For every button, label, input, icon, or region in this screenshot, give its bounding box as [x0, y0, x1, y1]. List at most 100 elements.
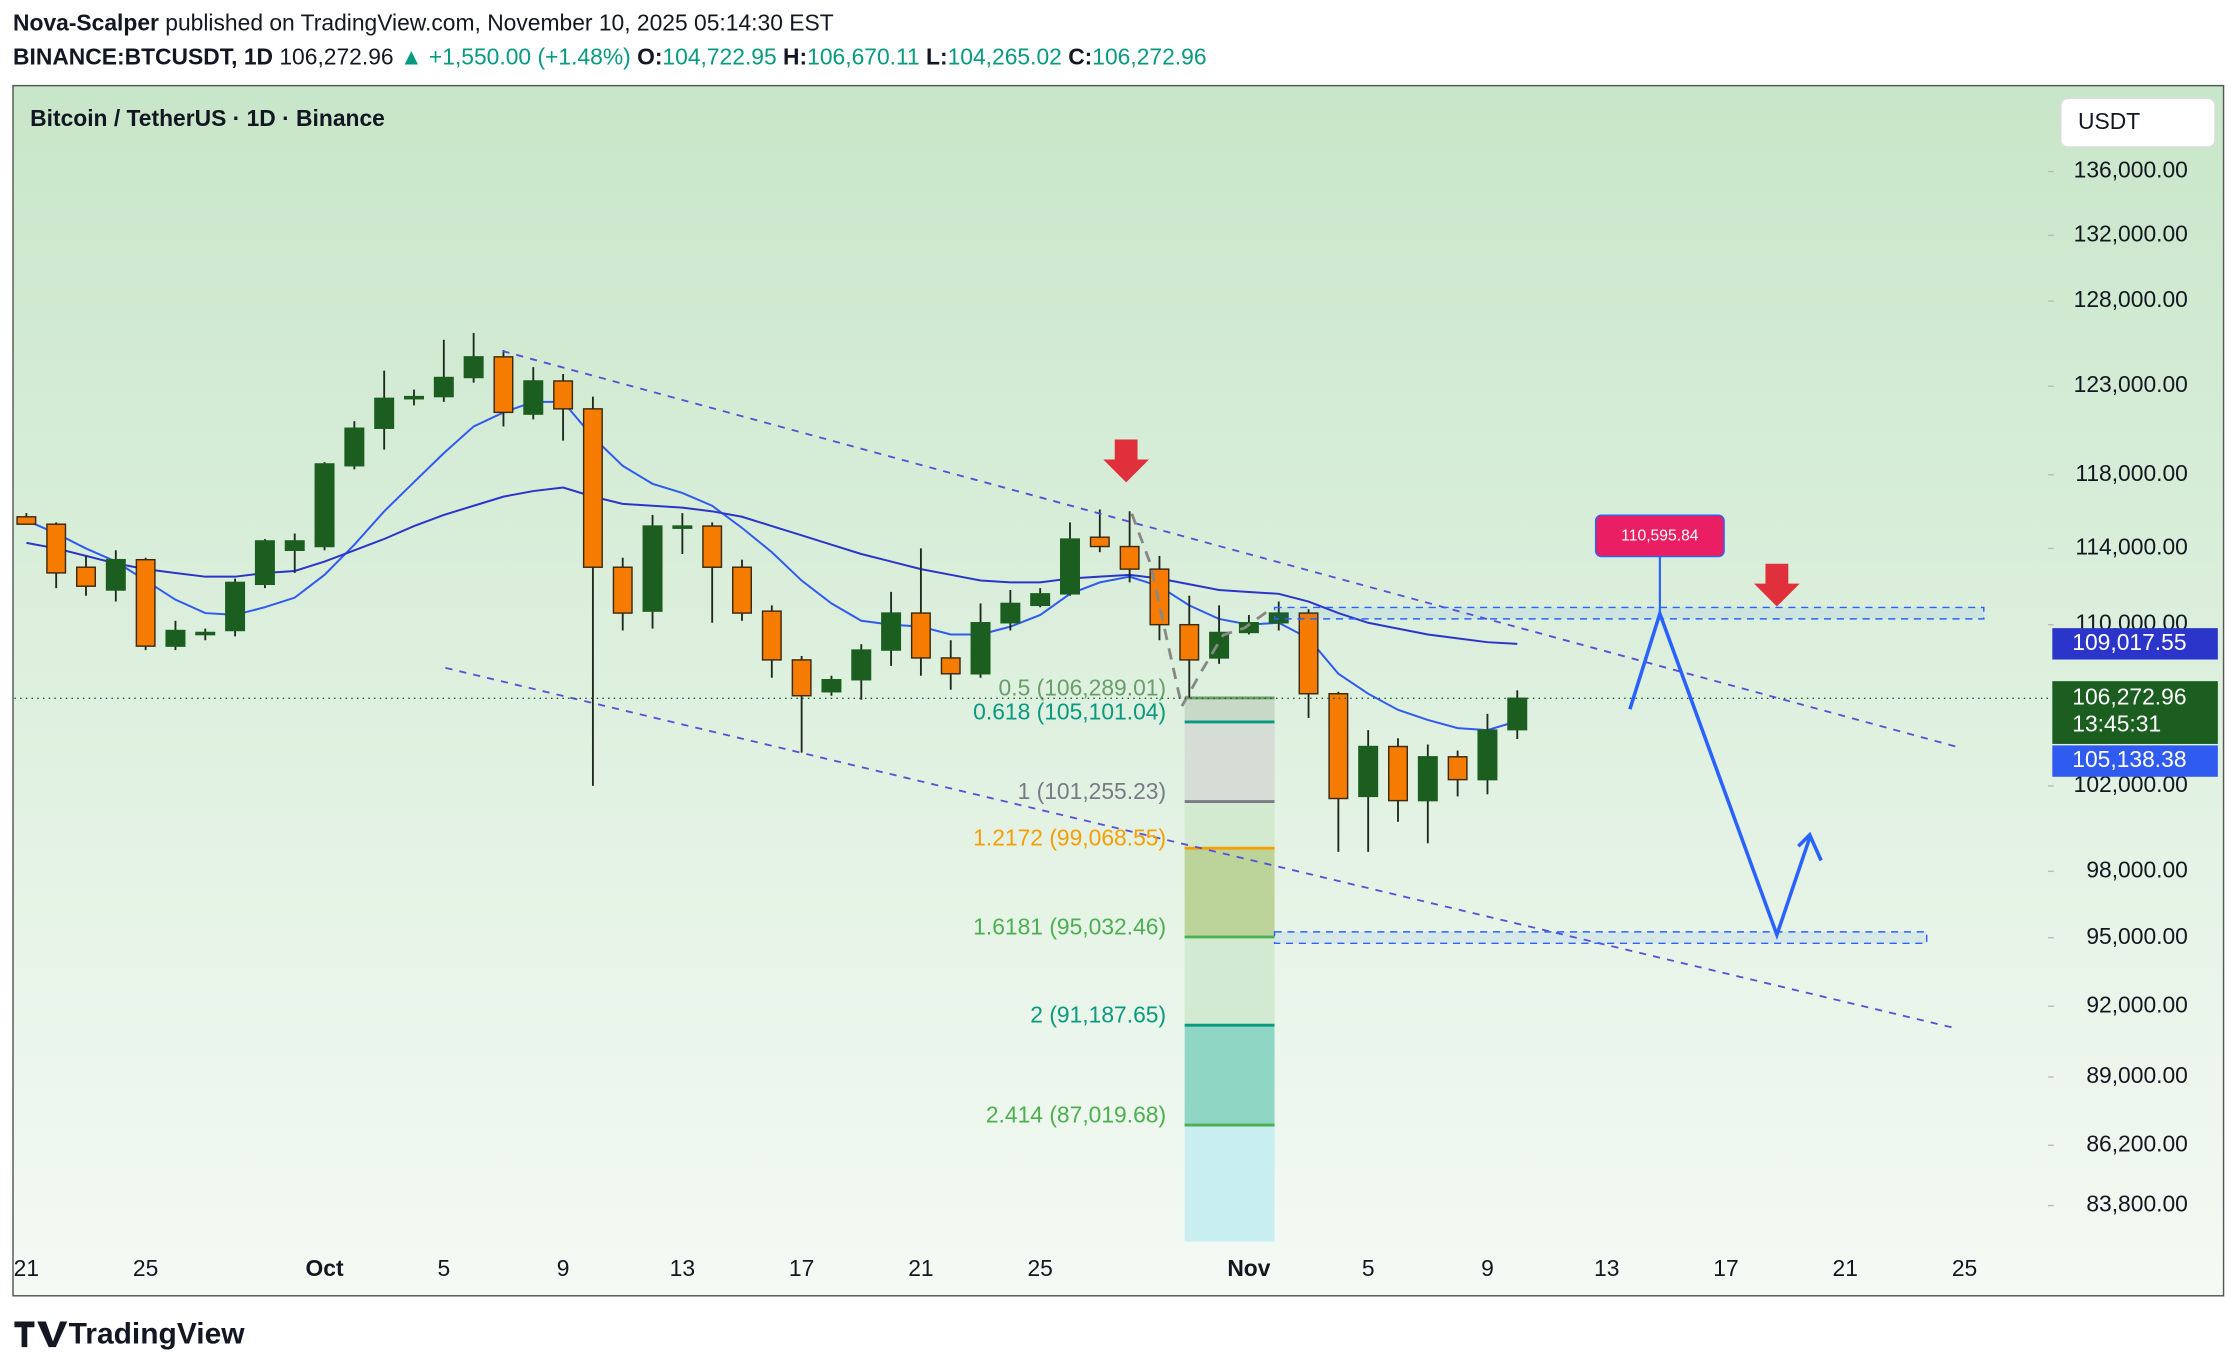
candle-body	[463, 356, 484, 379]
candle-body	[1477, 729, 1498, 781]
candle-body	[493, 356, 514, 414]
candle-body	[16, 516, 37, 525]
x-tick-label: 17	[1713, 1255, 1738, 1281]
candle-body	[374, 397, 395, 429]
fib-label: 0.618 (105,101.04)	[973, 698, 1166, 724]
candle-body	[1149, 568, 1170, 626]
candle-body	[284, 540, 305, 552]
candle-body	[76, 566, 96, 587]
projection-zigzag	[1130, 513, 1272, 711]
candle-body	[1060, 538, 1080, 595]
y-tick-label: 136,000.00	[2074, 157, 2188, 183]
candle-body	[165, 629, 186, 647]
down-arrow	[1754, 563, 1800, 607]
candle-body	[1388, 745, 1408, 802]
support-zone	[1273, 931, 1928, 945]
candle-body	[1089, 536, 1110, 548]
y-tick-label: 98,000.00	[2086, 856, 2188, 882]
fib-band	[1184, 697, 1275, 722]
fib-label: 0.5 (106,289.01)	[999, 674, 1167, 700]
arrow-head	[1797, 831, 1823, 862]
fib-band	[1184, 1025, 1275, 1126]
candle-body	[553, 380, 574, 410]
x-tick-label: 21	[14, 1255, 39, 1281]
fib-band	[1184, 721, 1275, 802]
candle-body	[1417, 756, 1438, 802]
candle-body	[1507, 697, 1528, 731]
candle-body	[225, 581, 246, 632]
candle-body	[702, 525, 723, 568]
candle-body	[195, 631, 216, 636]
candle-body	[970, 622, 991, 675]
candle-body	[881, 612, 902, 651]
candle-body	[672, 525, 693, 529]
x-tick-label: 21	[1833, 1255, 1858, 1281]
candle-body	[910, 612, 931, 659]
target-label: 110,595.84	[1621, 528, 1699, 545]
candle-body	[1328, 693, 1349, 800]
candle-body	[851, 649, 872, 681]
header-ohlc: BINANCE:BTCUSDT, 1D 106,272.96 ▲ +1,550.…	[13, 44, 1207, 70]
ma-tag-label: 109,017.55	[2072, 629, 2186, 655]
x-tick-label: 9	[1481, 1255, 1494, 1281]
candle-body	[1179, 623, 1200, 661]
fib-band	[1184, 848, 1275, 937]
candle-body	[433, 376, 454, 398]
fib-label: 2 (91,187.65)	[1030, 1002, 1166, 1028]
y-tick-label: 83,800.00	[2086, 1191, 2188, 1217]
y-tick-label: 123,000.00	[2074, 371, 2188, 397]
y-tick-label: 89,000.00	[2086, 1062, 2188, 1088]
header-text: H:	[783, 44, 807, 70]
ma-tag	[2052, 628, 2218, 660]
countdown: 13:45:31	[2072, 710, 2161, 736]
candle-body	[46, 523, 67, 574]
y-tick-label: 132,000.00	[2074, 220, 2188, 246]
header-text: 106,670.11	[807, 44, 920, 70]
x-tick-label: 17	[789, 1255, 814, 1281]
x-tick-label: 25	[1027, 1255, 1052, 1281]
candle-body	[344, 427, 365, 467]
channel-line	[445, 666, 1953, 1029]
candle-body	[314, 463, 335, 548]
candle-body	[1030, 593, 1051, 607]
last-price-tag	[2052, 681, 2218, 744]
candle-body	[1238, 622, 1259, 634]
logo-text: TradingView	[69, 1318, 246, 1351]
header-text: 104,265.02	[948, 44, 1062, 70]
x-tick-label: 13	[1594, 1255, 1619, 1281]
currency[interactable]: USDT	[2078, 108, 2140, 134]
header-text: BINANCE:BTCUSDT, 1D	[13, 44, 273, 70]
ma-tag	[2052, 745, 2218, 777]
x-tick-label: 25	[133, 1255, 158, 1281]
last-price-label: 106,272.96	[2072, 683, 2186, 709]
currency-button[interactable]	[2060, 97, 2216, 148]
header-text: C:	[1068, 44, 1092, 70]
candle-body	[1119, 545, 1140, 570]
candle-body	[642, 525, 663, 612]
candle-body	[1447, 756, 1468, 781]
header-line: Nova-Scalper published on TradingView.co…	[13, 9, 834, 35]
x-tick-label: 9	[557, 1255, 570, 1281]
y-tick-label: 95,000.00	[2086, 923, 2188, 949]
fib-label: 2.414 (87,019.68)	[986, 1102, 1166, 1128]
candle-body	[1268, 612, 1289, 624]
x-tick-label: Oct	[306, 1255, 344, 1281]
x-tick-label: 25	[1952, 1255, 1977, 1281]
down-arrow	[1103, 439, 1149, 483]
x-tick-label: 5	[1362, 1255, 1375, 1281]
candle-body	[791, 659, 812, 697]
header-text: published on TradingView.com, November 1…	[165, 9, 833, 35]
y-tick-label: 118,000.00	[2075, 460, 2188, 486]
x-tick-label: 5	[437, 1255, 450, 1281]
projection-path	[1628, 608, 1812, 941]
header-text: ▲	[400, 44, 423, 70]
x-tick-label: 21	[908, 1255, 933, 1281]
header-text: 104,722.95	[662, 44, 776, 70]
target-box	[1594, 514, 1725, 558]
resistance-zone	[1273, 606, 1985, 620]
candle-body	[105, 558, 126, 591]
candle-body	[612, 566, 633, 614]
fib-band	[1184, 801, 1275, 849]
fib-label: 1.6181 (95,032.46)	[973, 913, 1166, 939]
